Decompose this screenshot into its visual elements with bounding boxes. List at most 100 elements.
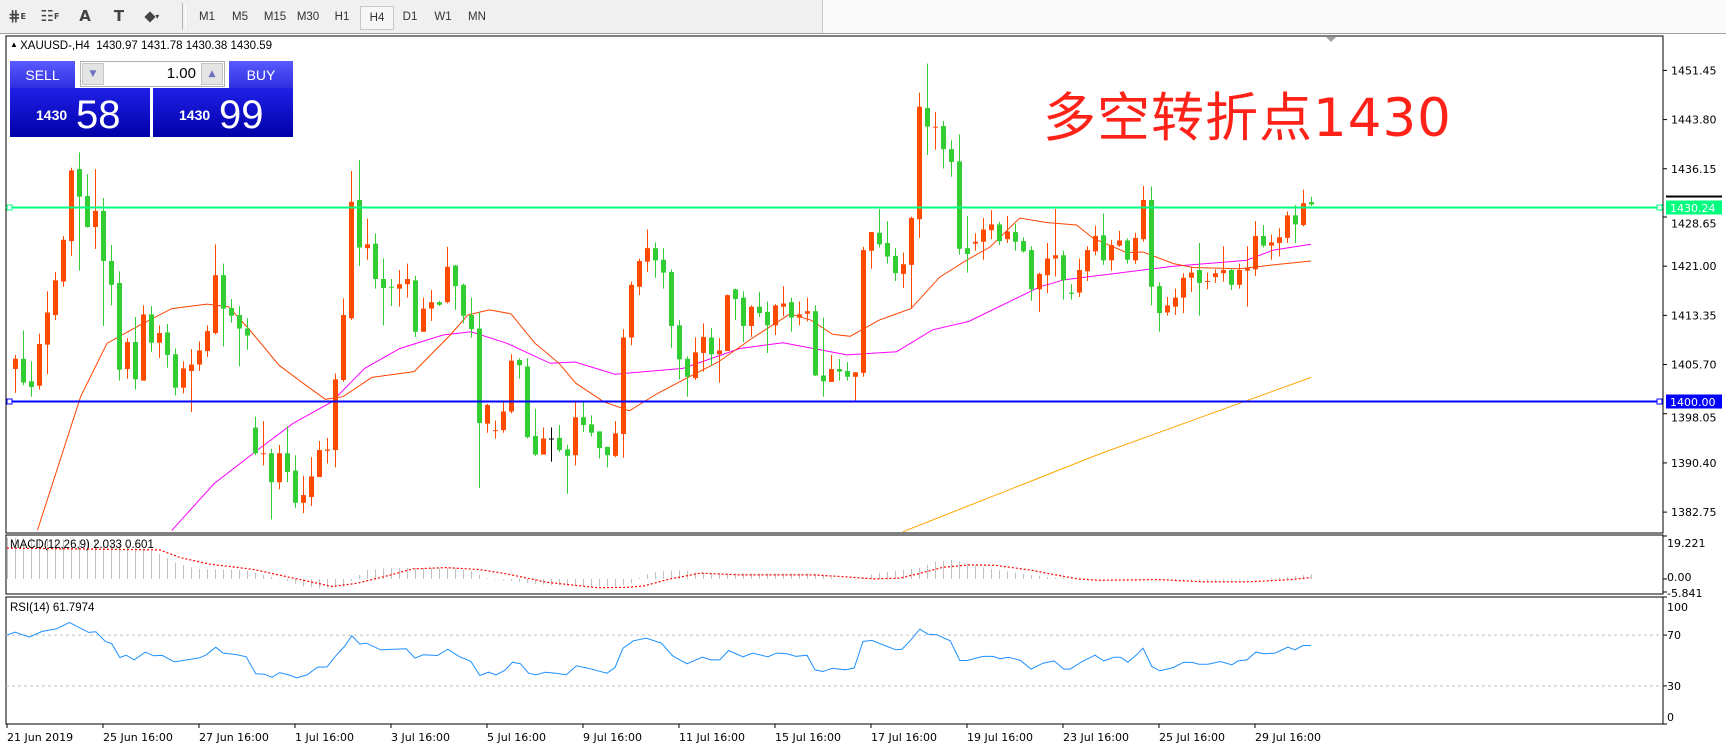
- candle: [629, 281, 634, 346]
- candle: [1293, 205, 1298, 244]
- candle-body: [885, 243, 890, 257]
- buy-button[interactable]: BUY: [229, 61, 293, 89]
- candle-body: [45, 312, 50, 345]
- candle: [877, 208, 882, 248]
- candle-body: [405, 279, 410, 285]
- candle-body: [1085, 250, 1090, 272]
- candle-body: [1301, 203, 1306, 226]
- candle: [1157, 282, 1162, 332]
- toolbar-empty-area: [822, 0, 1726, 33]
- rsi-panel[interactable]: [5, 596, 1664, 725]
- sell-button[interactable]: SELL: [10, 61, 75, 89]
- candle: [317, 441, 322, 478]
- sell-price-major: 1430: [36, 107, 68, 123]
- candle-body: [1253, 235, 1258, 270]
- sell-price-button[interactable]: 1430 58: [10, 88, 150, 137]
- line-handle-icon[interactable]: [6, 398, 13, 405]
- candle-body: [877, 232, 882, 245]
- price-axis-label: 1405.70: [1671, 359, 1717, 372]
- candle-body: [965, 248, 970, 254]
- candle-body: [733, 289, 738, 299]
- candle: [757, 291, 762, 317]
- candle: [37, 333, 42, 390]
- timeframe-m5[interactable]: M5: [232, 11, 248, 23]
- timeframe-h4[interactable]: H4: [360, 6, 394, 30]
- line-handle-icon[interactable]: [1656, 204, 1663, 211]
- fibonacci-fan-icon[interactable]: ☷ F: [40, 7, 60, 25]
- time-axis-label: 17 Jul 16:00: [871, 731, 937, 744]
- candle: [829, 354, 834, 382]
- lot-size-stepper[interactable]: ▼ 1.00 ▲: [80, 61, 225, 87]
- candle-body: [237, 315, 242, 329]
- line-handle-icon[interactable]: [6, 204, 13, 211]
- candle-body: [805, 311, 810, 314]
- candle-body: [853, 372, 858, 377]
- candle-body: [269, 453, 274, 483]
- candle-body: [949, 149, 954, 163]
- candle: [261, 421, 266, 466]
- arrows-icon[interactable]: ⬥ ▾: [144, 7, 160, 25]
- timeframe-d1[interactable]: D1: [402, 11, 418, 23]
- candle-body: [13, 358, 18, 370]
- candle: [525, 358, 530, 439]
- candle: [61, 235, 66, 287]
- candle: [645, 229, 650, 272]
- candle-body: [109, 261, 114, 285]
- chart-shift-marker-icon[interactable]: [1326, 37, 1336, 42]
- lot-increase-button[interactable]: ▲: [201, 63, 223, 85]
- candle: [493, 420, 498, 439]
- line-handle-icon[interactable]: [1656, 398, 1663, 405]
- timeframe-w1[interactable]: W1: [434, 11, 452, 23]
- buy-price-button[interactable]: 1430 99: [153, 88, 293, 137]
- candle-body: [869, 232, 874, 251]
- candle-body: [549, 438, 554, 440]
- candle: [133, 316, 138, 390]
- candle: [1269, 234, 1274, 260]
- price-plot: [13, 63, 1314, 532]
- candle: [653, 242, 658, 278]
- price-axis-label: 1421.00: [1671, 260, 1717, 273]
- candle-body: [1245, 268, 1250, 271]
- lot-size-input[interactable]: 1.00: [166, 65, 196, 82]
- candle-body: [893, 255, 898, 274]
- collapse-triangle-icon[interactable]: ▲: [10, 40, 21, 49]
- candle: [949, 140, 954, 177]
- lot-decrease-button[interactable]: ▼: [82, 63, 104, 85]
- candle-body: [925, 108, 930, 127]
- timeframe-m30[interactable]: M30: [296, 11, 320, 23]
- candle: [1213, 269, 1218, 283]
- candle: [21, 330, 26, 386]
- candle: [693, 337, 698, 380]
- time-axis-label: 3 Jul 16:00: [391, 731, 450, 744]
- candle-body: [117, 282, 122, 370]
- candle-body: [93, 210, 98, 227]
- candle-body: [141, 314, 146, 381]
- candle-body: [1173, 297, 1178, 307]
- candle: [205, 325, 210, 357]
- macd-panel[interactable]: [5, 534, 1664, 595]
- candle: [469, 297, 474, 338]
- candle-body: [37, 343, 42, 386]
- candle: [1197, 243, 1202, 316]
- candle: [893, 248, 898, 281]
- candle: [1237, 263, 1242, 289]
- candle-body: [293, 470, 298, 503]
- timeframe-m1[interactable]: M1: [199, 11, 215, 23]
- candle-body: [685, 358, 690, 377]
- timeframe-m15[interactable]: M15: [263, 11, 287, 23]
- candle: [1005, 216, 1010, 244]
- candle-body: [901, 264, 906, 274]
- text-icon[interactable]: A: [79, 7, 91, 25]
- text-label-icon[interactable]: T: [113, 7, 125, 25]
- candle: [389, 279, 394, 307]
- candle: [861, 246, 866, 377]
- candle: [733, 288, 738, 321]
- macd-axis-label: -5.841: [1667, 587, 1702, 600]
- price-tag-background: [1666, 394, 1722, 409]
- timeframe-h1[interactable]: H1: [334, 11, 350, 23]
- candle-body: [349, 201, 354, 319]
- candle-body: [1165, 305, 1170, 313]
- candle-body: [637, 261, 642, 287]
- fibonacci-expansion-icon[interactable]: ⋕ E: [7, 7, 27, 25]
- timeframe-mn[interactable]: MN: [468, 11, 486, 23]
